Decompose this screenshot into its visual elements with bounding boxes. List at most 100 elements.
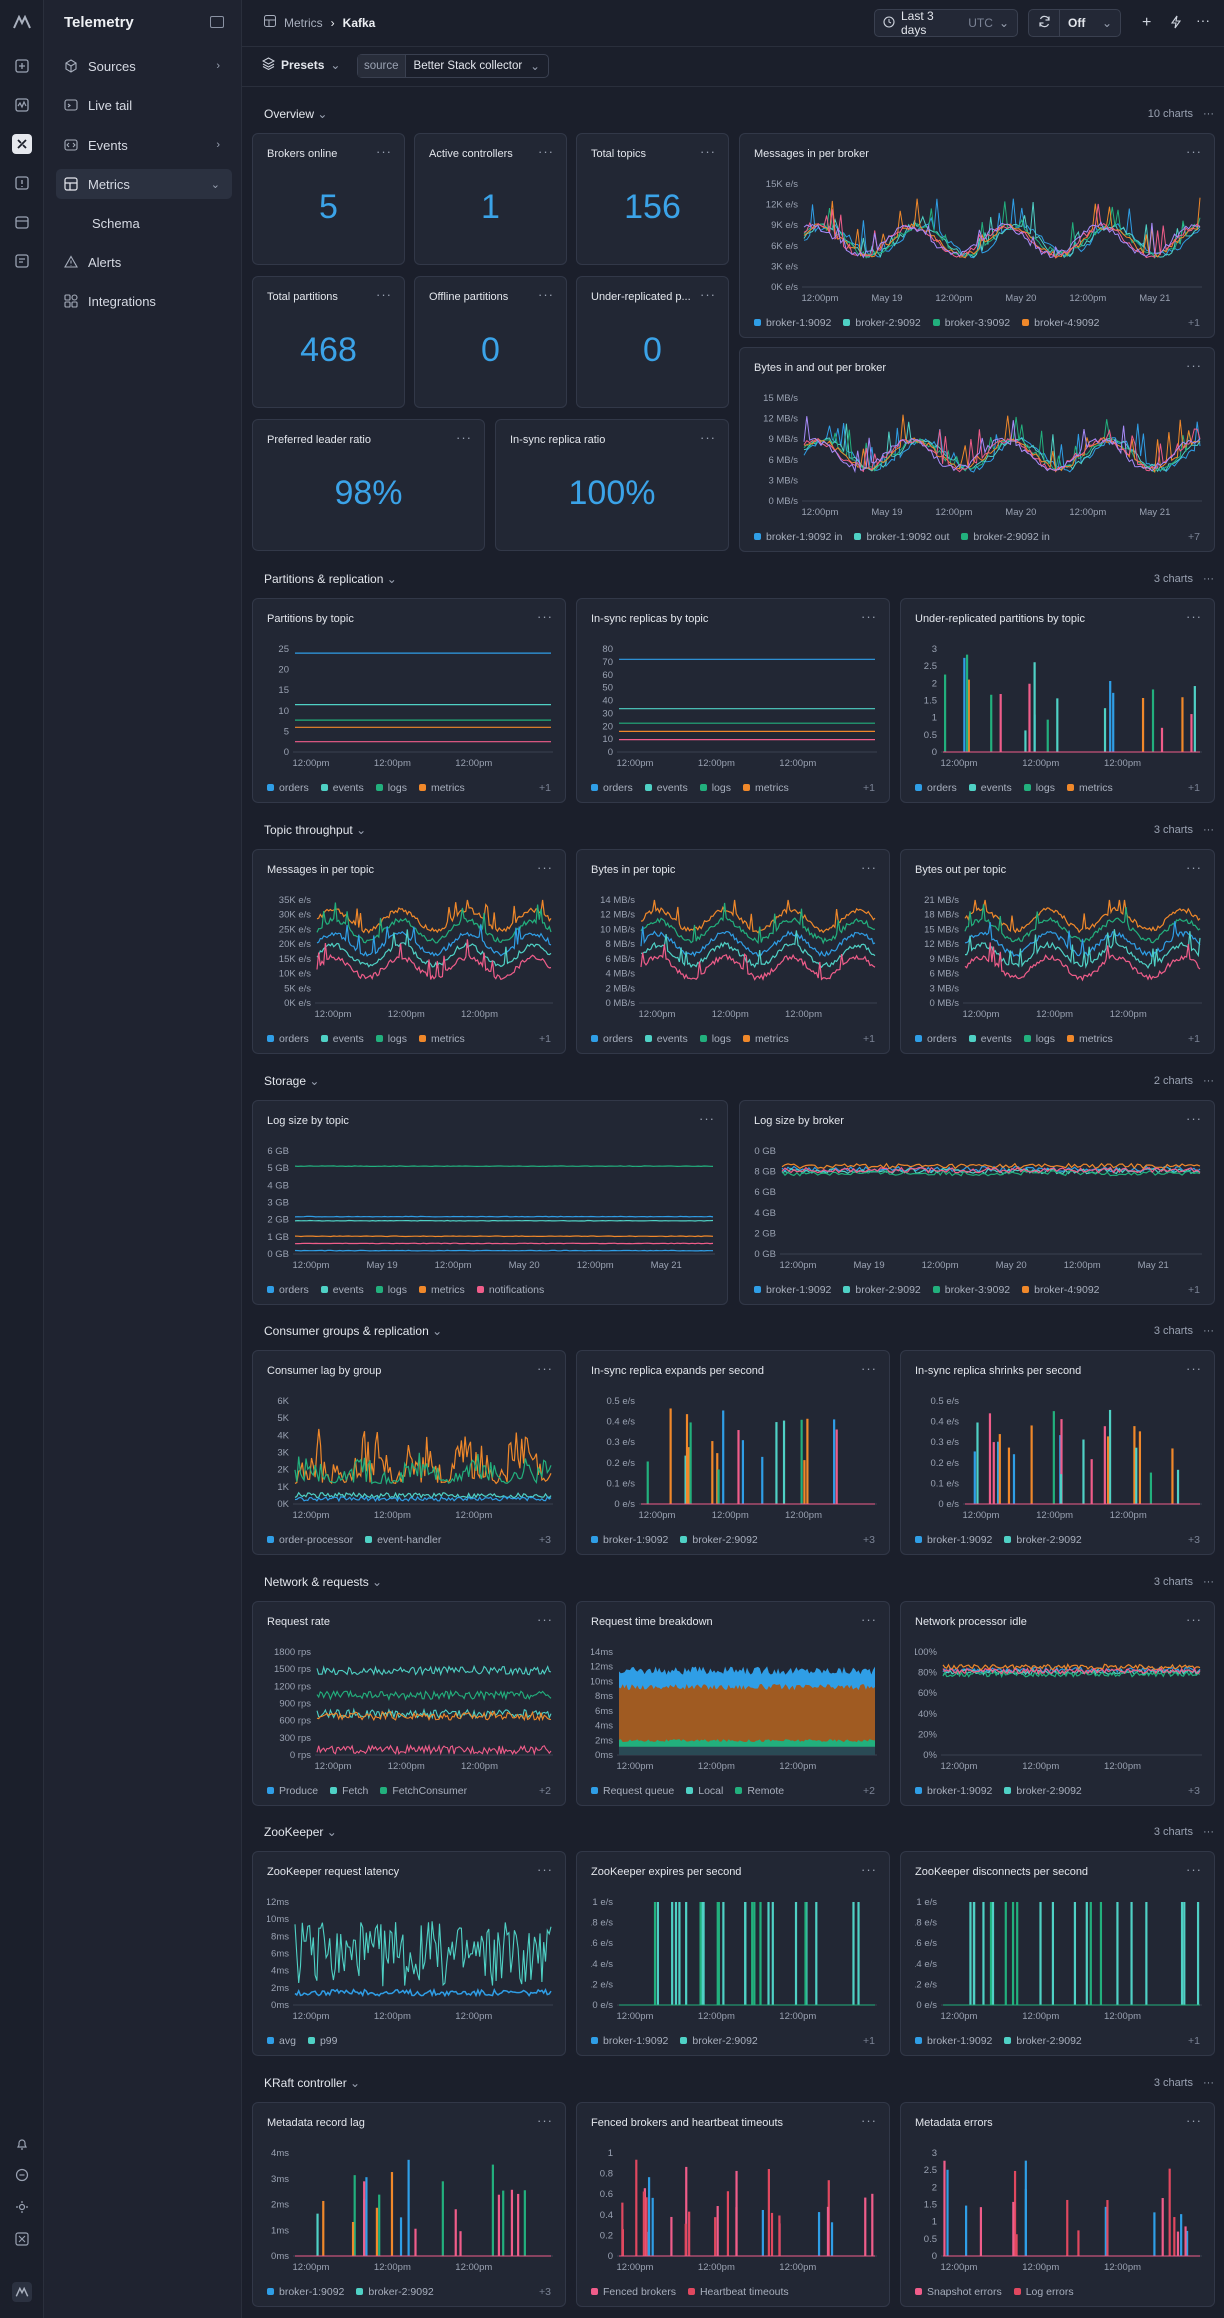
more-icon[interactable]: ···	[537, 1361, 553, 1376]
legend-item[interactable]: broker-1:9092	[591, 1534, 668, 1546]
plot-area[interactable]: 6 GB 5 GB 4 GB 3 GB 2 GB 1 GB 0 GB 12:00pm May 1…	[267, 1135, 715, 1270]
more-icon[interactable]: ···	[700, 144, 716, 159]
legend-more[interactable]: +3	[539, 1534, 551, 1546]
plot-area[interactable]: 10 GB 8 GB 6 GB 4 GB 2 GB 0 GB 12:00pm May 19 12…	[754, 1135, 1202, 1270]
legend-item[interactable]: broker-1:9092	[754, 317, 831, 329]
bell-icon[interactable]	[12, 2134, 32, 2154]
more-icon[interactable]: ···	[1203, 1325, 1214, 1337]
legend-more[interactable]: +1	[1188, 317, 1200, 329]
pulse-icon[interactable]	[12, 95, 32, 115]
legend-item[interactable]: orders	[591, 1033, 633, 1045]
section-header-topic-throughput[interactable]: Topic throughput ⌄ 3 charts ···	[264, 819, 1214, 841]
legend-more[interactable]: +3	[539, 2286, 551, 2298]
more-icon[interactable]: ···	[456, 430, 472, 445]
more-icon[interactable]: ···	[538, 144, 554, 159]
legend-item[interactable]: broker-2:9092	[680, 2035, 758, 2047]
section-header-zookeeper[interactable]: ZooKeeper ⌄ 3 charts ···	[264, 1821, 1214, 1843]
legend-item[interactable]: logs	[375, 782, 407, 794]
plot-area[interactable]: 14ms 12ms 10ms 8ms 6ms 4ms 2ms 0ms 12:00pm 12:00p…	[591, 1636, 877, 1771]
plot-area[interactable]: 21 MB/s 18 MB/s 15 MB/s 12 MB/s 9 MB/s 6 MB/s…	[915, 884, 1202, 1019]
legend-item[interactable]: Heartbeat timeouts	[687, 2286, 789, 2298]
source-filter[interactable]: source Better Stack collector ⌄	[357, 54, 549, 78]
more-icon[interactable]: ···	[537, 1612, 553, 1627]
presets-button[interactable]: Presets ⌄	[261, 57, 340, 73]
sidebar-item-live-tail[interactable]: Live tail	[56, 90, 232, 120]
breadcrumb-parent[interactable]: Metrics	[284, 15, 323, 30]
legend-more[interactable]: +1	[1188, 2035, 1200, 2047]
more-icon[interactable]: ···	[1196, 12, 1210, 28]
legend-item[interactable]: broker-2:9092 in	[961, 531, 1050, 543]
legend-item[interactable]: broker-2:9092	[1004, 1534, 1082, 1546]
plot-area[interactable]: 100% 80% 60% 40% 20% 0% 12:00pm 12:00pm 12:00pm	[915, 1636, 1202, 1771]
chat-icon[interactable]	[12, 2165, 32, 2185]
more-icon[interactable]: ···	[538, 287, 554, 302]
more-icon[interactable]: ···	[861, 1612, 877, 1627]
section-header-network-requests[interactable]: Network & requests ⌄ 3 charts ···	[264, 1571, 1214, 1593]
more-icon[interactable]: ···	[1203, 824, 1214, 836]
plot-area[interactable]: 3 2.5 2 1.5 1 0.5 0 12:00pm 12:00pm 12:00pm	[915, 2137, 1202, 2272]
section-header-storage[interactable]: Storage ⌄ 2 charts ···	[264, 1070, 1214, 1092]
more-icon[interactable]: ···	[1203, 2077, 1214, 2089]
sidebar-collapse-icon[interactable]	[210, 16, 224, 28]
legend-item[interactable]: order-processor	[267, 1534, 353, 1546]
sidebar-item-events[interactable]: Events ›	[56, 130, 232, 160]
more-icon[interactable]: ···	[1186, 1612, 1202, 1627]
more-icon[interactable]: ···	[1186, 609, 1202, 624]
plot-area[interactable]: 15 MB/s 12 MB/s 9 MB/s 6 MB/s 3 MB/s 0 MB/s 12…	[754, 382, 1202, 517]
plot-area[interactable]: 1 0.8 0.6 0.4 0.2 0 12:00pm 12:00pm 12:00pm	[591, 2137, 877, 2272]
legend-item[interactable]: logs	[1023, 782, 1055, 794]
incident-icon[interactable]	[12, 173, 32, 193]
legend-item[interactable]: broker-1:9092 in	[754, 531, 842, 543]
section-header-consumer-groups-replication[interactable]: Consumer groups & replication ⌄ 3 charts ·…	[264, 1320, 1214, 1342]
legend-item[interactable]: broker-2:9092	[680, 1534, 758, 1546]
legend-item[interactable]: broker-2:9092	[356, 2286, 434, 2298]
legend-item[interactable]: orders	[915, 782, 957, 794]
legend-item[interactable]: logs	[699, 782, 731, 794]
legend-more[interactable]: +1	[863, 782, 875, 794]
legend-item[interactable]: Local	[686, 1785, 723, 1797]
legend-more[interactable]: +1	[1188, 782, 1200, 794]
legend-item[interactable]: metrics	[742, 1033, 789, 1045]
legend-item[interactable]: Produce	[267, 1785, 318, 1797]
plot-area[interactable]: 1800 rps 1500 rps 1200 rps 900 rps 600 rps 30…	[267, 1636, 553, 1771]
more-icon[interactable]: ···	[537, 1862, 553, 1877]
more-icon[interactable]: ···	[1203, 1075, 1214, 1087]
plot-area[interactable]: 0.5 e/s 0.4 e/s 0.3 e/s 0.2 e/s 0.1 e/s 0 e/s…	[915, 1385, 1202, 1520]
legend-item[interactable]: Fenced brokers	[591, 2286, 676, 2298]
legend-item[interactable]: broker-3:9092	[932, 1284, 1010, 1296]
plot-area[interactable]: 35K e/s 30K e/s 25K e/s 20K e/s 15K e/s 10K e…	[267, 884, 553, 1019]
legend-item[interactable]: broker-1:9092	[915, 2035, 992, 2047]
legend-item[interactable]: logs	[1023, 1033, 1055, 1045]
refresh-button[interactable]	[1028, 9, 1060, 37]
more-icon[interactable]: ···	[1203, 1826, 1214, 1838]
lightning-icon[interactable]	[1170, 15, 1182, 32]
legend-item[interactable]: metrics	[418, 1284, 465, 1296]
legend-item[interactable]: FetchConsumer	[380, 1785, 467, 1797]
more-icon[interactable]: ···	[861, 1361, 877, 1376]
legend-item[interactable]: avg	[267, 2035, 296, 2047]
plot-area[interactable]: 25 20 15 10 5 0 12:00pm 12:00pm 12:00pm	[267, 633, 553, 768]
sidebar-item-sources[interactable]: Sources ›	[56, 51, 232, 81]
plot-area[interactable]: 15K e/s 12K e/s 9K e/s 6K e/s 3K e/s 0K e/s 12…	[754, 168, 1202, 303]
legend-item[interactable]: orders	[267, 782, 309, 794]
sidebar-item-integrations[interactable]: Integrations	[56, 286, 232, 316]
add-icon[interactable]	[12, 56, 32, 76]
more-icon[interactable]: ···	[861, 2113, 877, 2128]
legend-item[interactable]: broker-1:9092	[915, 1534, 992, 1546]
more-icon[interactable]: ···	[1203, 1576, 1214, 1588]
legend-item[interactable]: broker-2:9092	[843, 317, 921, 329]
sun-icon[interactable]	[12, 2197, 32, 2217]
more-icon[interactable]: ···	[861, 609, 877, 624]
apps-icon[interactable]	[12, 2229, 32, 2249]
more-icon[interactable]: ···	[1186, 1361, 1202, 1376]
legend-item[interactable]: events	[968, 782, 1012, 794]
legend-more[interactable]: +3	[1188, 1785, 1200, 1797]
legend-item[interactable]: events	[320, 782, 364, 794]
more-icon[interactable]: ···	[1186, 1111, 1202, 1126]
plot-area[interactable]: 6K 5K 4K 3K 2K 1K 0K 12:00pm 12:00pm 12:00pm	[267, 1385, 553, 1520]
more-icon[interactable]: ···	[699, 1111, 715, 1126]
more-icon[interactable]: ···	[1186, 144, 1202, 159]
legend-item[interactable]: metrics	[742, 782, 789, 794]
more-icon[interactable]: ···	[537, 860, 553, 875]
